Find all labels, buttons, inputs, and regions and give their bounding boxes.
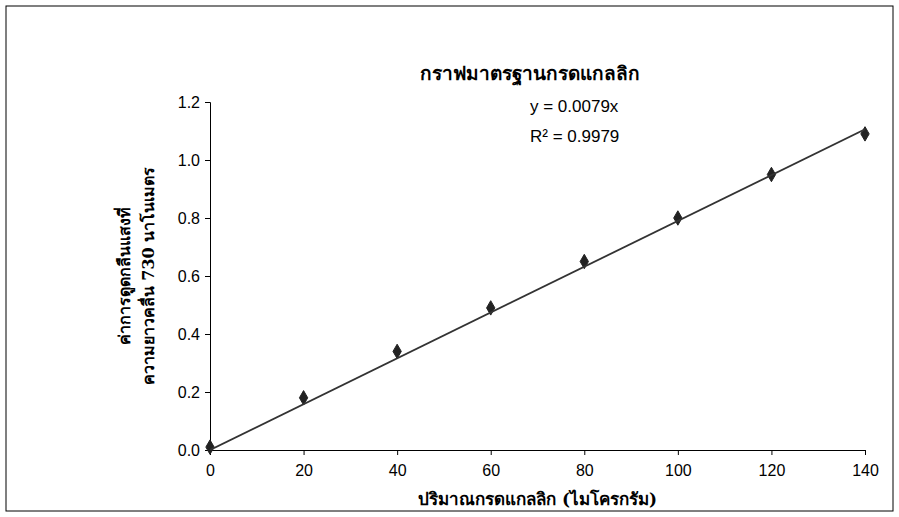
y-tick: 0.4 — [178, 326, 210, 343]
y-tick-mark — [205, 160, 210, 161]
y-tick-label: 0.4 — [178, 326, 200, 343]
x-axis-title: ปริมาณกรดแกลลิก (ไมโครกรัม) — [418, 489, 657, 509]
y-tick-mark — [205, 218, 210, 219]
chart-frame — [6, 6, 893, 511]
y-axis-title: ความยาวคลื่น 730 นาโนเมตร — [137, 167, 158, 386]
y-tick: 1.2 — [178, 94, 210, 111]
x-tick-label: 140 — [852, 462, 879, 479]
y-tick: 0.0 — [178, 442, 210, 459]
x-tick: 80 — [576, 450, 594, 479]
plot-area — [206, 127, 869, 455]
x-tick: 40 — [389, 450, 407, 479]
x-tick: 20 — [295, 450, 313, 479]
x-tick: 60 — [482, 450, 500, 479]
x-tick-label: 80 — [576, 462, 594, 479]
y-tick-label: 1.2 — [178, 94, 200, 111]
y-tick-label: 0.6 — [178, 268, 200, 285]
x-tick: 140 — [852, 450, 879, 479]
x-tick-mark — [584, 450, 585, 455]
x-axis: 0 20 40 60 80 100 120 140 — [206, 450, 879, 479]
x-axis-line — [211, 451, 866, 456]
x-tick-mark — [304, 450, 305, 455]
x-tick-mark — [491, 450, 492, 455]
y-tick: 1.0 — [178, 152, 210, 169]
x-tick-label: 20 — [295, 462, 313, 479]
y-tick: 0.2 — [178, 384, 210, 401]
y-tick-label: 0.2 — [178, 384, 200, 401]
y-tick-mark — [205, 334, 210, 335]
y-tick: 0.6 — [178, 268, 210, 285]
x-tick-label: 100 — [665, 462, 692, 479]
annotation: y = 0.0079x — [530, 97, 619, 116]
x-tick-mark — [397, 450, 398, 455]
y-tick-label: 1.0 — [178, 152, 200, 169]
y-axis: 0.0 0.2 0.4 0.6 0.8 1.0 1.2 — [178, 94, 211, 459]
data-point — [206, 440, 214, 454]
y-axis-line — [205, 103, 211, 451]
y-tick-label: 0.0 — [178, 442, 200, 459]
x-tick-label: 60 — [482, 462, 500, 479]
x-tick-mark — [865, 450, 866, 455]
chart: 0 20 40 60 80 100 120 140 0.0 0.2 0.4 0.6 0.8 1.0 1.2 ก… — [0, 0, 899, 517]
annotation: R² = 0.9979 — [530, 127, 619, 146]
y-tick-mark — [205, 392, 210, 393]
x-tick-mark — [678, 450, 679, 455]
chart-title: กราฟมาตรฐานกรดแกลลิก — [420, 62, 640, 87]
y-axis-title: ค่าการดูดกลืนแสงที่ — [113, 207, 136, 345]
x-tick-label: 40 — [389, 462, 407, 479]
y-tick-mark — [205, 276, 210, 277]
x-tick-label: 0 — [206, 462, 215, 479]
x-tick-label: 120 — [759, 462, 786, 479]
y-tick: 0.8 — [178, 210, 210, 227]
x-tick: 100 — [665, 450, 692, 479]
x-tick-mark — [771, 450, 772, 455]
trend-line — [210, 129, 865, 450]
y-tick-label: 0.8 — [178, 210, 200, 227]
data-point — [861, 127, 869, 141]
x-tick: 120 — [759, 450, 786, 479]
y-tick-mark — [205, 102, 210, 103]
